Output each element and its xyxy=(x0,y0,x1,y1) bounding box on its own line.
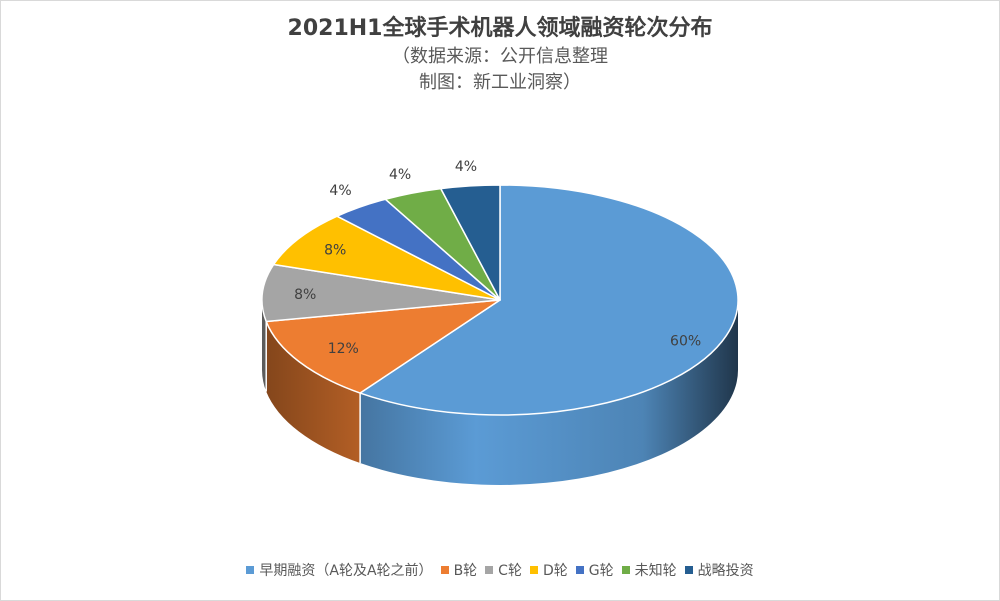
pie-side-slice-1 xyxy=(266,321,361,464)
legend-item-4: G轮 xyxy=(575,560,614,580)
pie-data-labels: 60% 12% 8% 8% 4% 4% 4% xyxy=(294,159,701,357)
data-label-0: 60% xyxy=(670,334,701,350)
legend-swatch xyxy=(621,566,630,574)
legend-label: B轮 xyxy=(453,563,478,579)
pie-slice-1 xyxy=(265,299,501,394)
legend-item-1: B轮 xyxy=(440,560,478,580)
chart-subtitle-line-1: （数据来源：公开信息整理 xyxy=(392,46,608,67)
data-label-3: 8% xyxy=(324,242,346,258)
data-label-5: 4% xyxy=(389,167,411,183)
data-label-2: 8% xyxy=(294,287,316,303)
legend-item-0: 早期融资（A轮及A轮之前） xyxy=(246,560,433,580)
pie-slice-3 xyxy=(272,215,501,301)
chart-title-block: 2021H1全球手术机器人领域融资轮次分布 （数据来源：公开信息整理 制图：新工… xyxy=(0,14,1000,96)
legend-item-6: 战略投资 xyxy=(684,560,754,580)
pie-slice-2 xyxy=(261,263,501,323)
pie-slice-6 xyxy=(440,184,501,301)
legend-item-5: 未知轮 xyxy=(621,560,677,580)
legend-swatch xyxy=(575,566,584,574)
chart-title: 2021H1全球手术机器人领域融资轮次分布 xyxy=(287,16,713,41)
legend-item-3: D轮 xyxy=(529,560,568,580)
legend-swatch xyxy=(684,566,693,574)
chart-subtitle-line-2: 制图：新工业洞察） xyxy=(419,72,581,93)
legend-swatch xyxy=(246,566,255,574)
legend-label: 早期融资（A轮及A轮之前） xyxy=(259,563,433,579)
legend-label: 战略投资 xyxy=(697,563,754,579)
legend-swatch xyxy=(529,566,538,574)
pie-slice-0 xyxy=(359,184,739,416)
pie-side-slice-0 xyxy=(360,300,738,485)
chart-legend: 早期融资（A轮及A轮之前） B轮 C轮 D轮 G轮 未知轮 战略投资 xyxy=(0,560,1000,580)
legend-item-2: C轮 xyxy=(485,560,522,580)
data-label-6: 4% xyxy=(455,159,477,175)
pie-top-faces xyxy=(261,184,739,416)
data-label-1: 12% xyxy=(328,341,359,357)
legend-swatch xyxy=(440,566,449,574)
legend-label: C轮 xyxy=(498,563,522,579)
pie-side-walls xyxy=(262,300,738,485)
legend-label: D轮 xyxy=(542,563,568,579)
legend-swatch xyxy=(485,566,494,574)
legend-label: G轮 xyxy=(588,563,614,579)
legend-label: 未知轮 xyxy=(634,563,677,579)
data-label-4: 4% xyxy=(329,183,351,199)
pie-side-slice-2 xyxy=(262,300,267,392)
